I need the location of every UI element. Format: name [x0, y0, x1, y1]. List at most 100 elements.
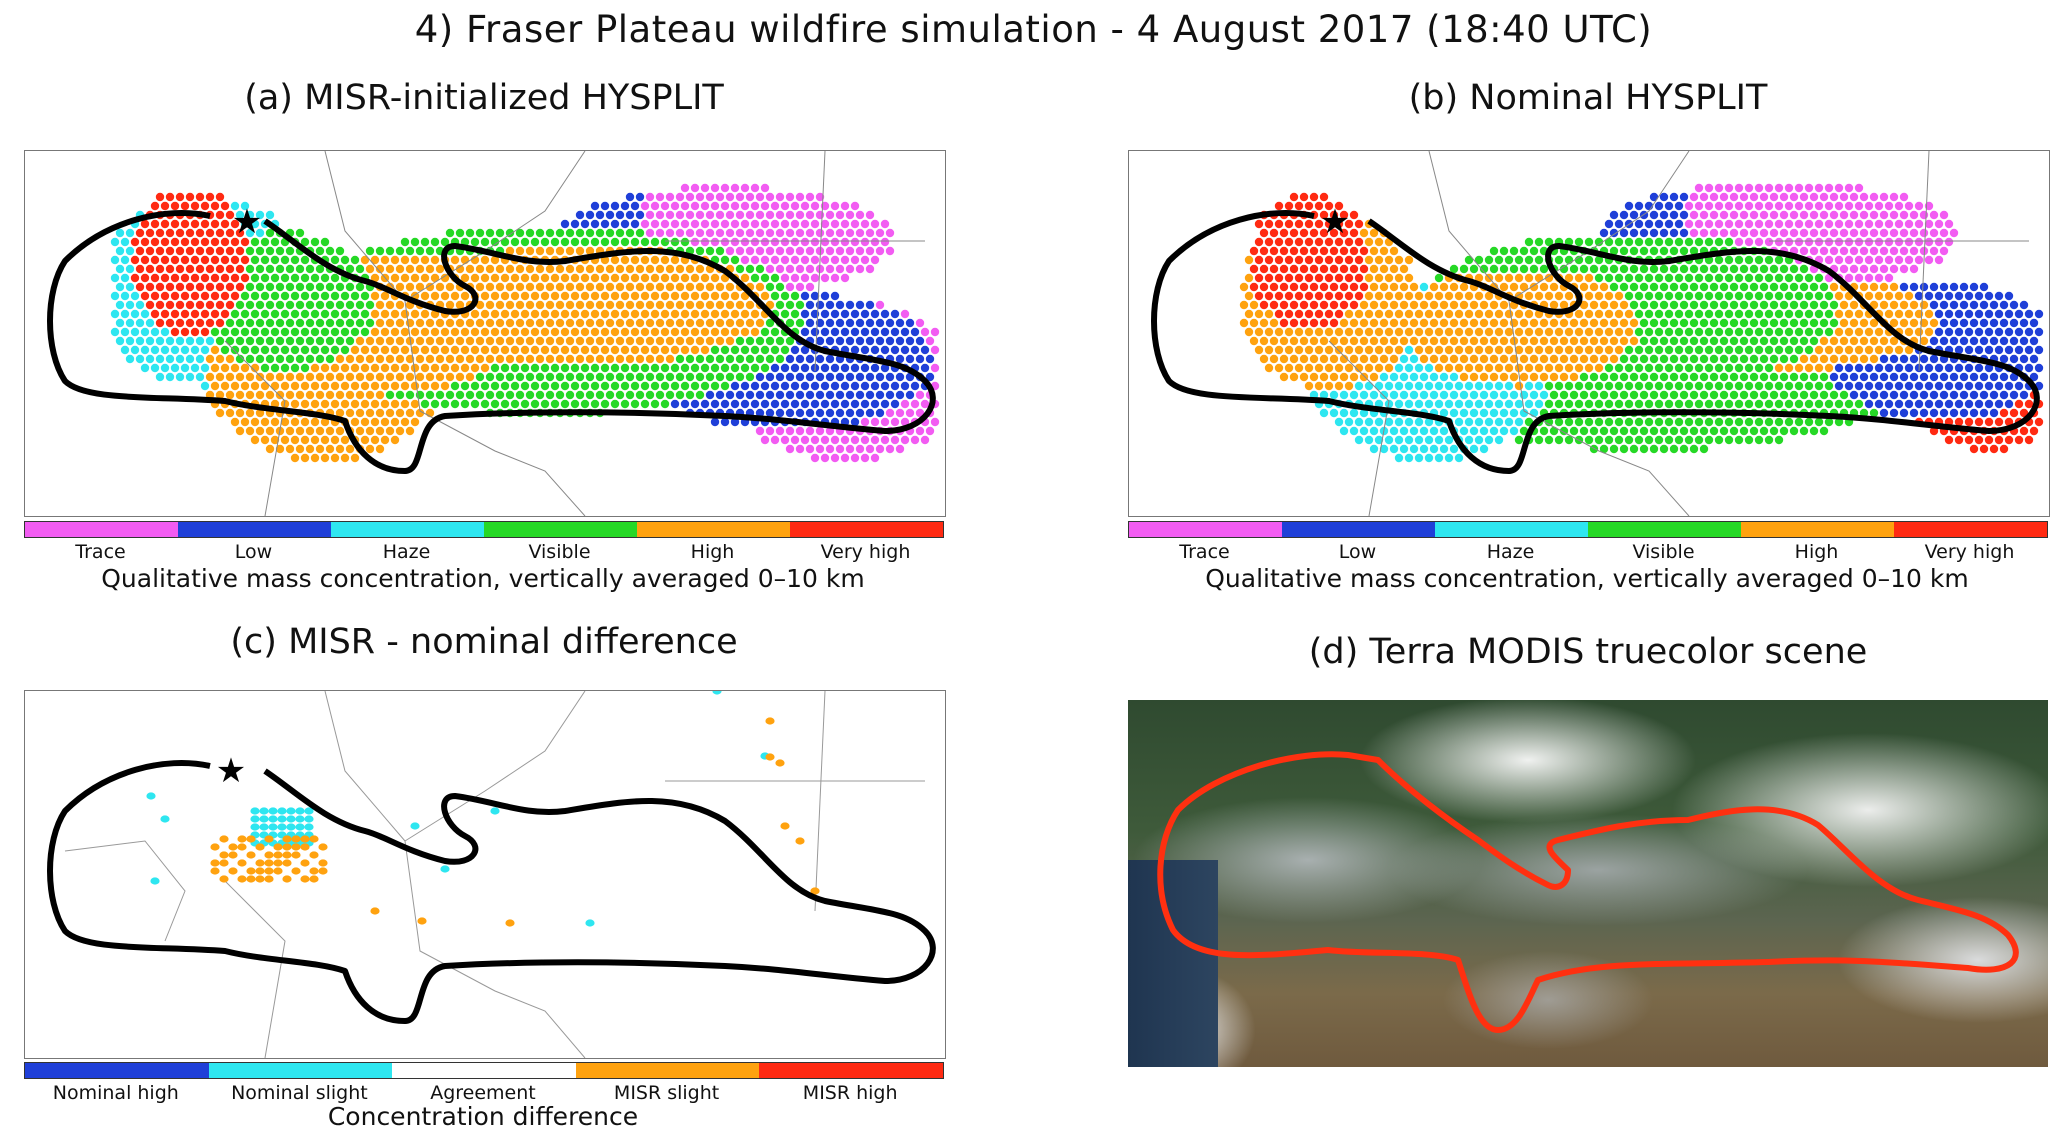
concentration-dot — [1739, 300, 1749, 310]
concentration-dot — [725, 300, 735, 310]
concentration-dot — [140, 219, 150, 229]
concentration-dot — [1334, 327, 1344, 337]
concentration-dot — [1634, 219, 1644, 229]
concentration-dot — [1354, 255, 1364, 265]
concentration-dot — [1939, 210, 1949, 220]
concentration-dot — [310, 345, 320, 355]
concentration-dot — [1949, 300, 1959, 310]
concentration-dot — [870, 219, 880, 229]
concentration-dot — [245, 282, 255, 292]
concentration-dot — [1354, 381, 1364, 391]
concentration-dot — [645, 228, 655, 238]
concentration-dot — [440, 291, 450, 301]
concentration-dot — [920, 327, 930, 337]
concentration-dot — [1829, 390, 1839, 400]
concentration-dot — [610, 309, 620, 319]
concentration-dot — [1779, 282, 1789, 292]
concentration-dot — [680, 219, 690, 229]
concentration-dot — [390, 327, 400, 337]
concentration-dot — [335, 282, 345, 292]
concentration-dot — [1669, 210, 1679, 220]
concentration-dot — [460, 327, 470, 337]
concentration-dot — [570, 345, 580, 355]
concentration-dot — [1454, 327, 1464, 337]
concentration-dot — [1904, 399, 1914, 409]
concentration-dot — [1614, 291, 1624, 301]
concentration-dot — [565, 318, 575, 328]
concentration-dot — [1789, 300, 1799, 310]
concentration-dot — [1449, 318, 1459, 328]
concentration-dot — [1964, 417, 1974, 427]
concentration-dot — [1249, 264, 1259, 274]
concentration-dot — [785, 282, 795, 292]
concentration-dot — [1484, 399, 1494, 409]
concentration-dot — [345, 300, 355, 310]
concentration-dot — [405, 246, 415, 256]
concentration-dot — [1329, 300, 1339, 310]
concentration-dot — [1644, 363, 1654, 373]
concentration-dot — [120, 309, 130, 319]
concentration-dot — [135, 318, 145, 328]
concentration-dot — [1889, 372, 1899, 382]
concentration-dot — [805, 426, 815, 436]
concentration-dot — [805, 408, 815, 418]
concentration-dot — [195, 336, 205, 346]
concentration-dot — [1944, 237, 1954, 247]
concentration-dot — [1804, 345, 1814, 355]
concentration-dot — [530, 309, 540, 319]
concentration-dot — [830, 237, 840, 247]
concentration-dot — [1314, 201, 1324, 211]
concentration-dot — [1699, 354, 1709, 364]
concentration-dot — [1889, 246, 1899, 256]
concentration-dot — [1984, 363, 1994, 373]
concentration-dot — [1589, 336, 1599, 346]
concentration-dot — [1414, 345, 1424, 355]
concentration-dot — [1324, 219, 1334, 229]
concentration-dot — [880, 381, 890, 391]
concentration-dot — [2019, 336, 2029, 346]
concentration-dot — [265, 264, 275, 274]
difference-dot — [210, 867, 220, 875]
concentration-dot — [1419, 354, 1429, 364]
concentration-dot — [1894, 201, 1904, 211]
concentration-dot — [2009, 408, 2019, 418]
concentration-dot — [775, 228, 785, 238]
difference-dot — [505, 919, 515, 927]
concentration-dot — [1359, 372, 1369, 382]
concentration-dot — [785, 192, 795, 202]
concentration-dot — [290, 399, 300, 409]
concentration-dot — [1914, 291, 1924, 301]
difference-dot — [259, 815, 269, 823]
concentration-dot — [1694, 309, 1704, 319]
concentration-dot — [650, 399, 660, 409]
concentration-dot — [1319, 390, 1329, 400]
concentration-dot — [1584, 291, 1594, 301]
concentration-dot — [320, 381, 330, 391]
concentration-dot — [1719, 336, 1729, 346]
concentration-dot — [1474, 435, 1484, 445]
concentration-dot — [1254, 327, 1264, 337]
concentration-dot — [1294, 363, 1304, 373]
concentration-dot — [1519, 336, 1529, 346]
concentration-dot — [1619, 318, 1629, 328]
concentration-dot — [630, 327, 640, 337]
concentration-dot — [1379, 246, 1389, 256]
concentration-dot — [1619, 228, 1629, 238]
concentration-dot — [185, 228, 195, 238]
concentration-dot — [505, 372, 515, 382]
concentration-dot — [1414, 381, 1424, 391]
concentration-dot — [810, 399, 820, 409]
concentration-dot — [1819, 282, 1829, 292]
concentration-dot — [1584, 345, 1594, 355]
concentration-dot — [1384, 291, 1394, 301]
concentration-dot — [1354, 237, 1364, 247]
concentration-dot — [1274, 327, 1284, 337]
concentration-dot — [1594, 381, 1604, 391]
concentration-dot — [815, 300, 825, 310]
concentration-dot — [390, 381, 400, 391]
panel-a-colorbar-caption: Qualitative mass concentration, vertical… — [101, 564, 865, 593]
concentration-dot — [630, 273, 640, 283]
concentration-dot — [725, 354, 735, 364]
concentration-dot — [1334, 309, 1344, 319]
difference-dot — [295, 823, 305, 831]
